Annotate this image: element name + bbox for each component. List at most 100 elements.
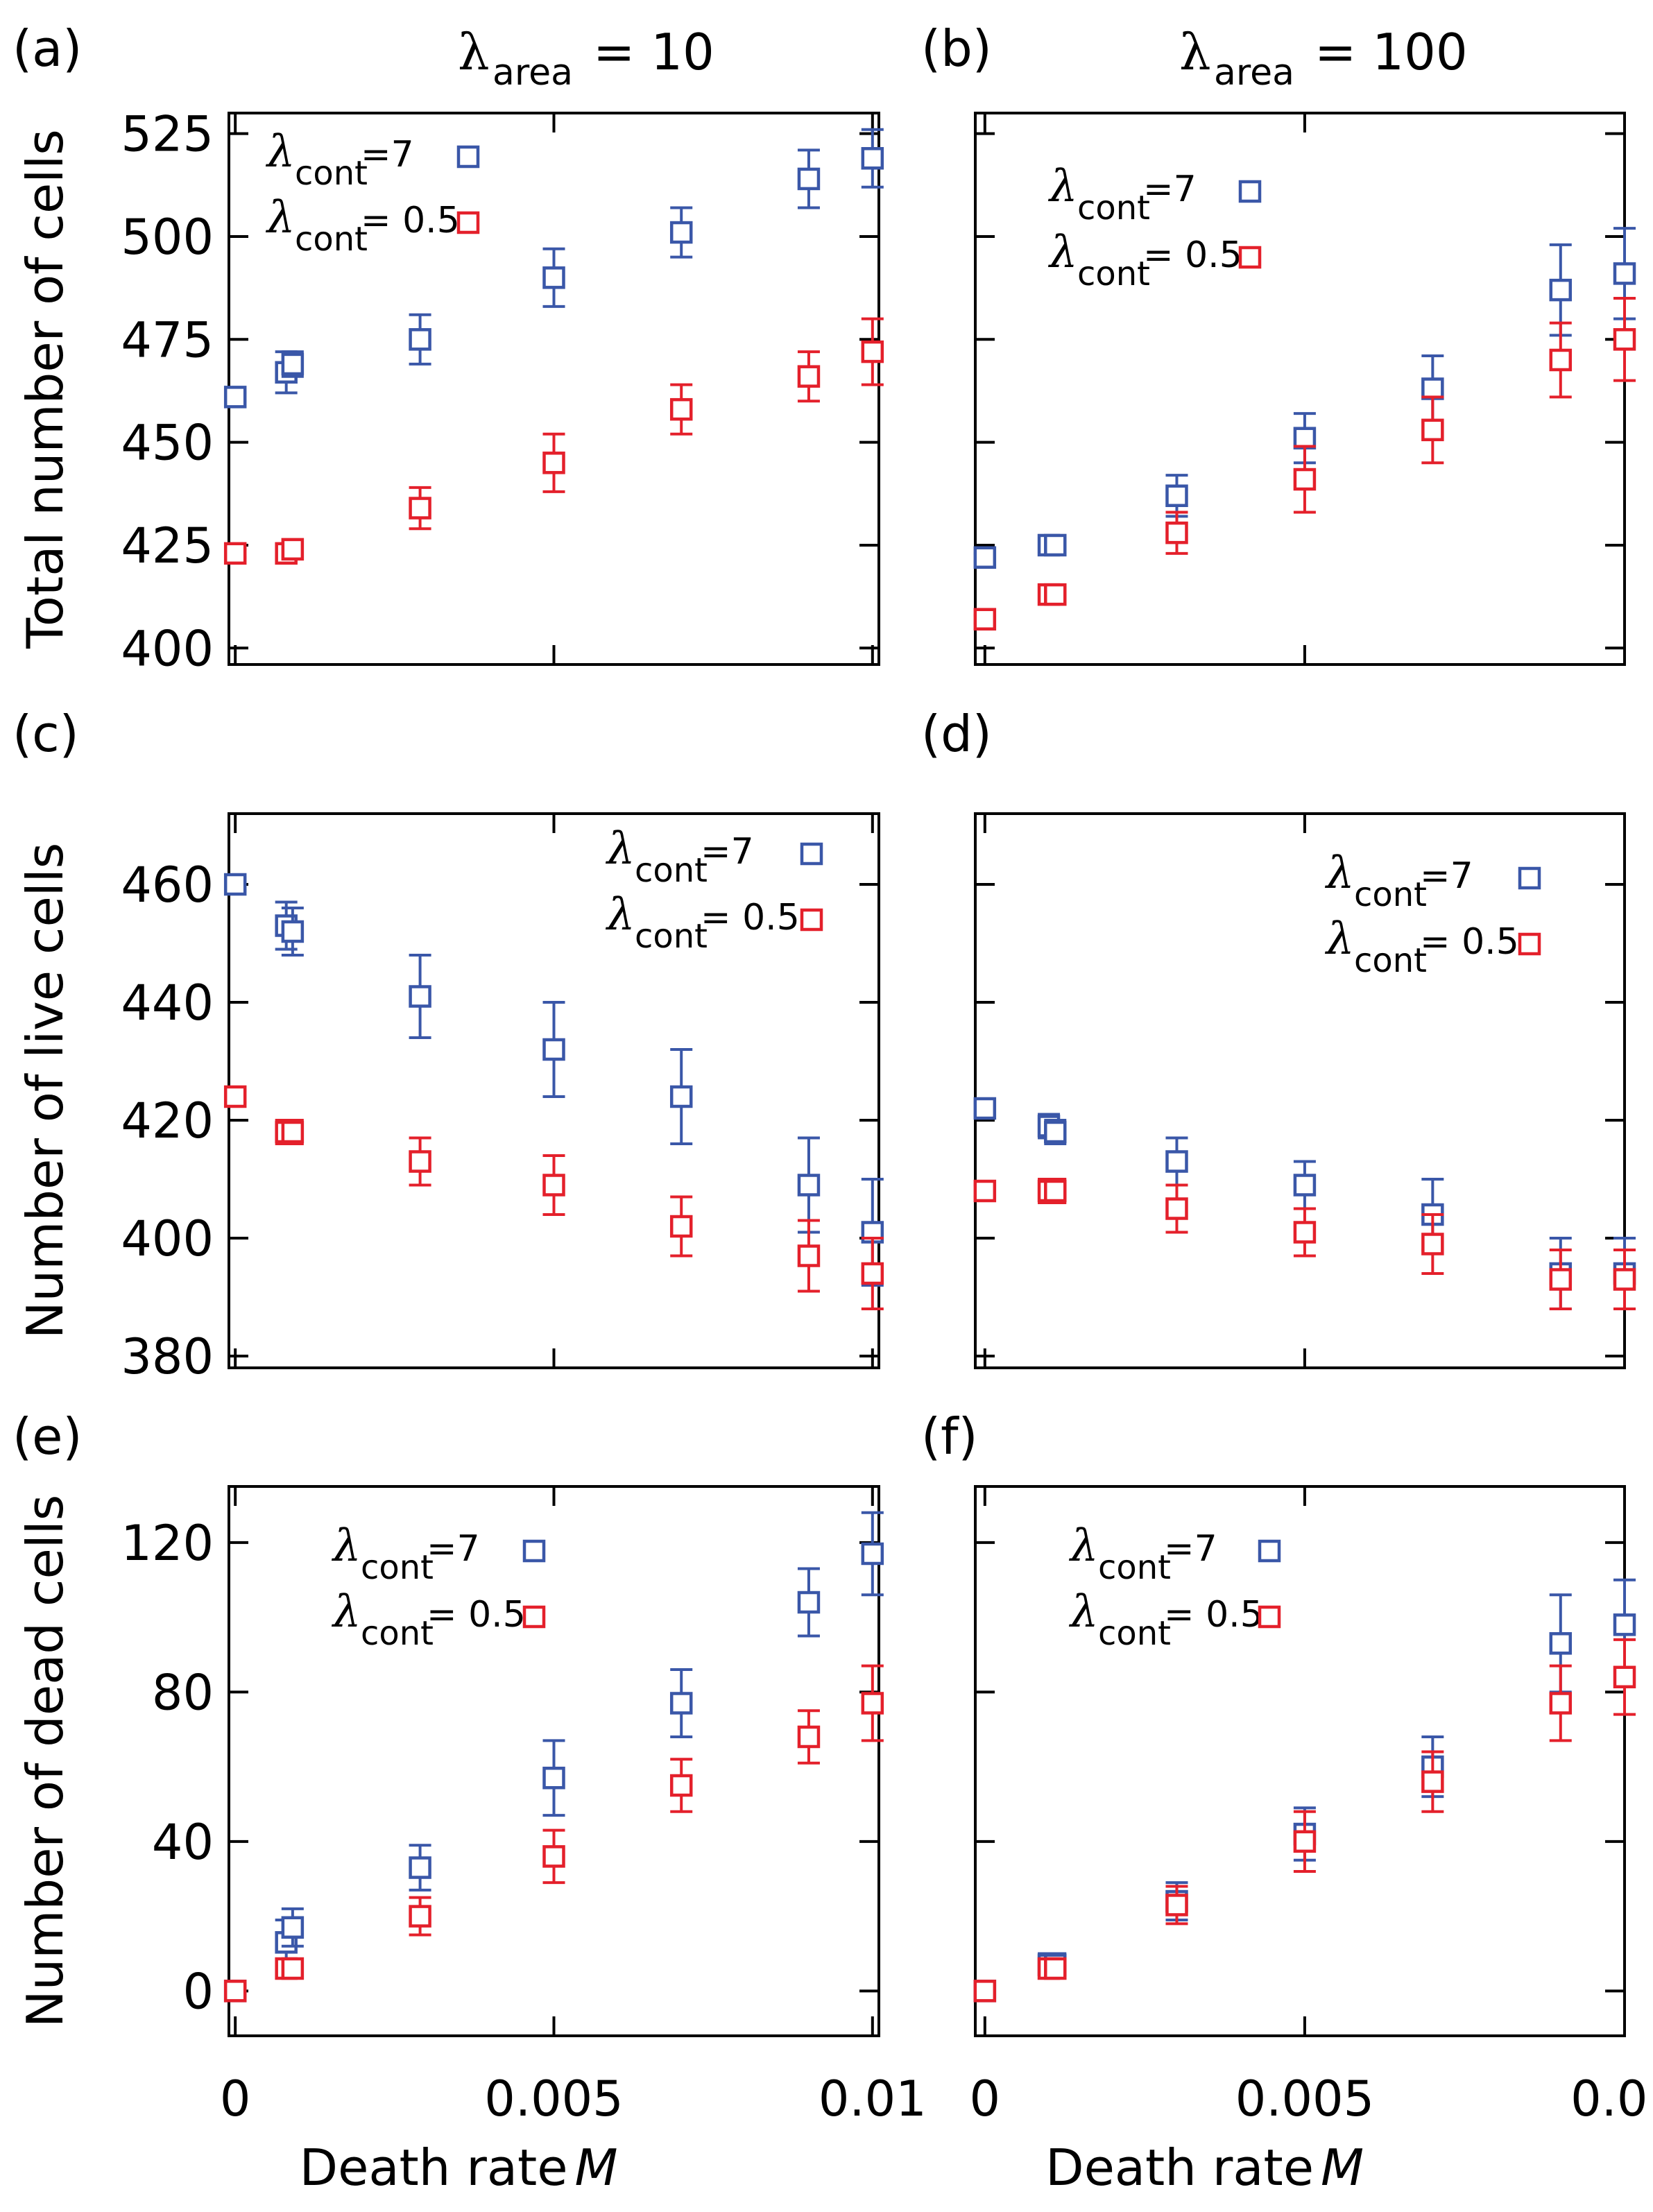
point-marker (1549, 1632, 1573, 1655)
data-point (1044, 1178, 1067, 1204)
data-point (669, 1048, 693, 1145)
panel-label: (a) (12, 19, 82, 78)
legend: λ cont=7λ cont= 0.5 (265, 126, 480, 259)
legend-lambda: λ (331, 1520, 361, 1572)
x-tick-label: 0.005 (1235, 2070, 1374, 2127)
series-red (223, 1664, 884, 2003)
point-marker (861, 147, 884, 170)
data-point (1165, 474, 1188, 518)
point-marker (281, 1120, 305, 1144)
legend-entry-red: λ cont= 0.5 (1047, 227, 1262, 293)
header-lambda-subscript: area (1214, 52, 1294, 94)
point-marker (223, 873, 247, 896)
column-header-2: λ area = 100 (1179, 23, 1468, 94)
point-marker (973, 1980, 997, 2003)
x-axis-label: Death rate M (300, 2138, 618, 2197)
y-axis-label: Number of live cells (16, 843, 74, 1339)
legend-subscript: cont (295, 154, 368, 193)
y-tick-label: 420 (121, 1092, 214, 1149)
legend: λ cont=7λ cont= 0.5 (1047, 161, 1262, 293)
data-point (1165, 1136, 1188, 1187)
series-red (973, 1178, 1636, 1310)
data-point (542, 247, 565, 308)
legend-lambda: λ (1324, 848, 1355, 899)
data-point (409, 313, 431, 366)
legend-subscript: cont (1098, 1548, 1171, 1587)
data-point (797, 350, 821, 403)
point-marker (1549, 1268, 1573, 1291)
series-red (973, 1638, 1636, 2003)
point-marker (409, 1905, 431, 1928)
y-tick-label: 380 (121, 1328, 214, 1385)
y-tick-label: 450 (121, 415, 214, 472)
data-point (1421, 395, 1444, 465)
point-marker (1421, 418, 1444, 442)
point-marker (1549, 348, 1573, 372)
y-tick-label: 460 (121, 857, 214, 914)
data-point (1293, 1207, 1317, 1258)
legend-value: =7 (427, 1528, 480, 1570)
point-marker (797, 365, 821, 388)
point-marker (797, 1174, 821, 1197)
legend-subscript: cont (635, 851, 708, 890)
data-point (409, 1896, 431, 1937)
point-marker (542, 452, 565, 474)
point-marker (542, 266, 565, 289)
legend-lambda: λ (265, 192, 296, 243)
data-point (409, 1136, 431, 1187)
panel-d: (d)λ cont=7λ cont= 0.5 (921, 705, 1636, 1369)
data-point (1421, 1750, 1444, 1813)
data-point (1613, 296, 1636, 382)
point-marker (669, 221, 693, 244)
point-marker (223, 1085, 247, 1108)
point-marker (973, 546, 997, 569)
point-marker (542, 1174, 565, 1197)
legend-value: = 0.5 (1164, 1594, 1263, 1636)
legend-entry-blue: λ cont=7 (331, 1520, 546, 1587)
legend-marker (1238, 180, 1262, 203)
panel-label: (c) (12, 705, 79, 763)
data-point (223, 542, 247, 565)
legend-value: =7 (1143, 169, 1197, 210)
data-point (973, 1097, 997, 1120)
point-marker (409, 328, 431, 351)
legend-subscript: cont (361, 1548, 434, 1587)
data-point (1293, 445, 1317, 514)
point-marker (669, 1215, 693, 1238)
legend-entry-blue: λ cont=7 (1068, 1520, 1281, 1587)
legend-entry-red: λ cont= 0.5 (265, 192, 480, 259)
point-marker (1044, 1120, 1067, 1144)
data-point (1293, 1160, 1317, 1210)
legend-value: = 0.5 (1420, 921, 1519, 963)
point-marker (409, 1150, 431, 1173)
data-point (223, 386, 247, 409)
series-blue (223, 1511, 884, 2003)
series-blue (973, 227, 1636, 569)
legend-lambda: λ (605, 889, 635, 941)
data-point (669, 383, 693, 436)
plot-frame (974, 112, 1626, 666)
legend-value: =7 (701, 831, 754, 873)
data-point (409, 486, 431, 531)
x-axis-label-variable: M (575, 2138, 618, 2197)
point-marker (1165, 1894, 1188, 1917)
data-point (1044, 1119, 1067, 1145)
data-point (281, 1119, 305, 1145)
y-tick-label: 40 (152, 1814, 214, 1871)
data-point (1044, 533, 1067, 557)
legend-marker (800, 908, 823, 932)
data-point (669, 1195, 693, 1258)
legend-lambda: λ (1068, 1586, 1099, 1638)
legend-subscript: cont (1077, 189, 1150, 228)
series-blue (973, 1097, 1636, 1310)
point-marker (542, 1038, 565, 1061)
point-marker (1613, 1665, 1636, 1689)
data-point (542, 432, 565, 493)
point-marker (1613, 1613, 1636, 1636)
legend-lambda: λ (265, 126, 296, 178)
point-marker (1421, 1233, 1444, 1255)
legend-lambda: λ (1068, 1520, 1099, 1572)
point-marker (861, 340, 884, 363)
